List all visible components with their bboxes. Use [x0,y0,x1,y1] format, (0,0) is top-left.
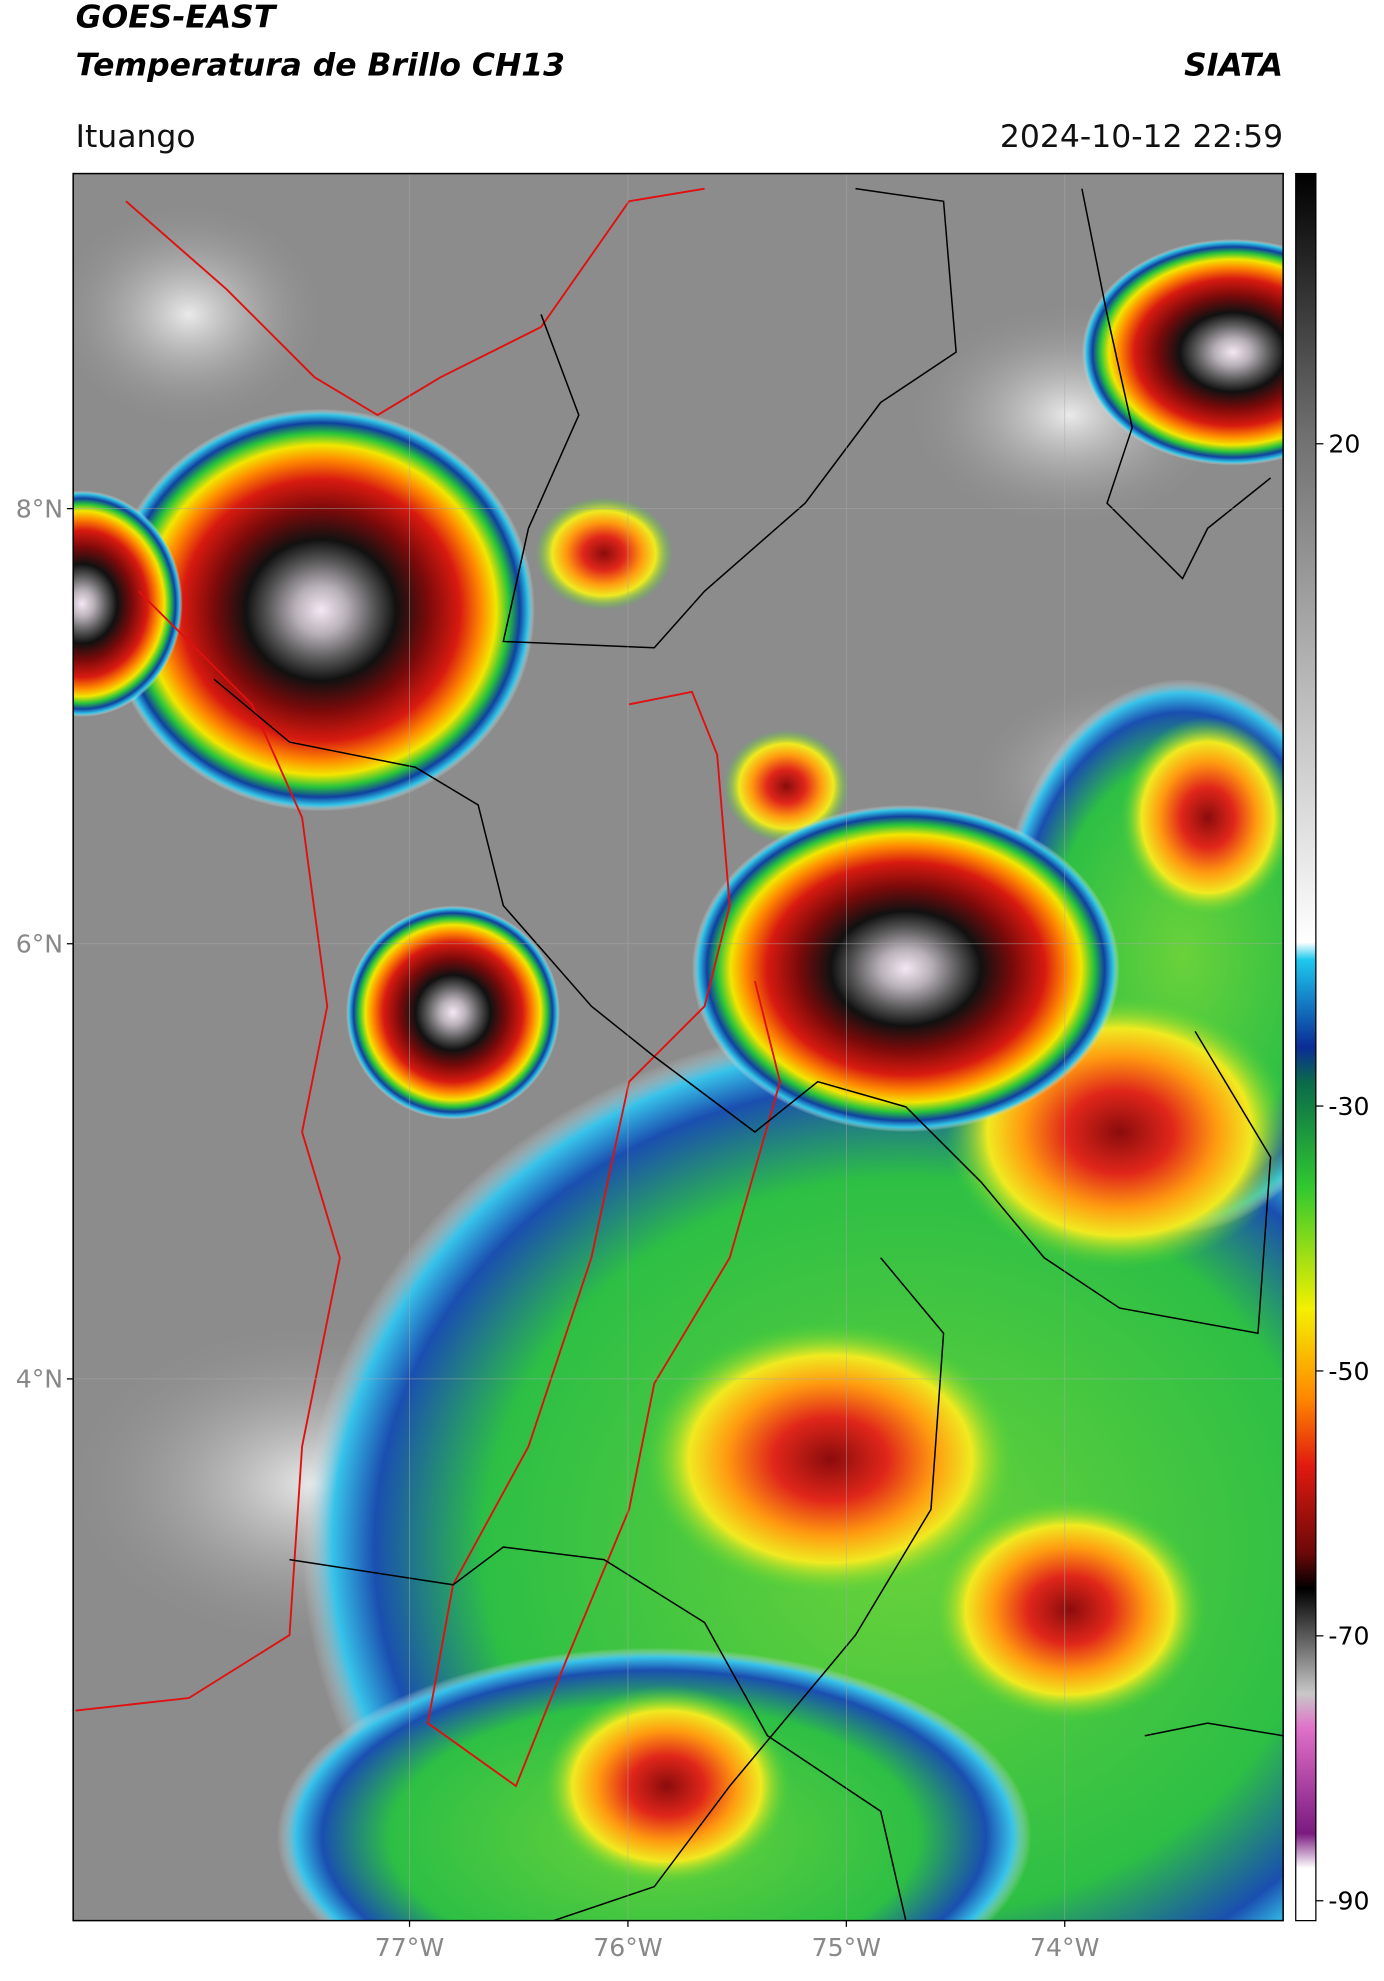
colorbar-tick-label: -70 [1328,1622,1369,1651]
colorbar-tick-label: -50 [1328,1357,1369,1386]
subtitle: Temperatura de Brillo CH13 [76,47,565,83]
location: Ituango [76,119,196,155]
colorbar-tick-label: 20 [1328,430,1360,459]
y-tick-label: 4°N [16,1365,63,1394]
y-tick-label: 8°N [16,494,63,523]
x-tick-label: 76°W [593,1933,663,1962]
colorbar-tick-label: -30 [1328,1092,1369,1121]
x-tick-label: 74°W [1030,1933,1100,1962]
source: SIATA [1184,47,1283,83]
y-tick-label: 6°N [16,930,63,959]
graticule [73,173,1284,1921]
x-tick-label: 75°W [812,1933,882,1962]
colorbar [1295,172,1317,1922]
map-frame [72,172,1284,1922]
x-tick-label: 77°W [375,1933,445,1962]
title: GOES-EAST [76,0,278,36]
colorbar-tick-label: -90 [1328,1887,1369,1916]
satellite-image [73,173,1284,1921]
datetime: 2024-10-12 22:59 [1000,119,1283,155]
